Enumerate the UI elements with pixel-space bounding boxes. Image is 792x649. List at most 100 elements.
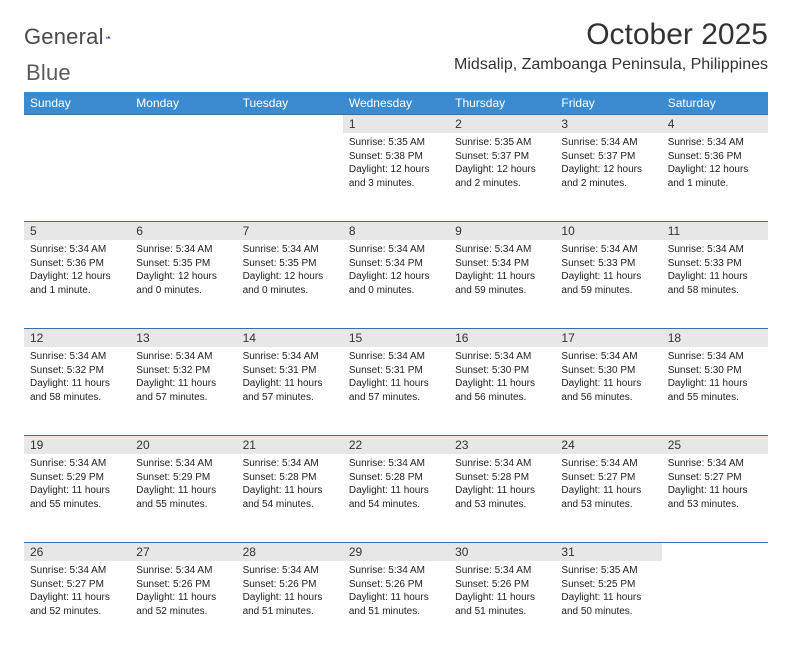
day-content: Sunrise: 5:34 AMSunset: 5:28 PMDaylight:… [237, 454, 343, 515]
day-cell [237, 133, 343, 221]
day-number: 30 [449, 542, 555, 561]
week-daynum-row: 567891011 [24, 221, 768, 240]
day-cell: Sunrise: 5:34 AMSunset: 5:32 PMDaylight:… [24, 347, 130, 435]
day-content: Sunrise: 5:34 AMSunset: 5:28 PMDaylight:… [343, 454, 449, 515]
day-content: Sunrise: 5:34 AMSunset: 5:32 PMDaylight:… [130, 347, 236, 408]
week-content-row: Sunrise: 5:34 AMSunset: 5:29 PMDaylight:… [24, 454, 768, 542]
day-number: 11 [662, 221, 768, 240]
dayhead-wed: Wednesday [343, 92, 449, 114]
day-cell: Sunrise: 5:34 AMSunset: 5:29 PMDaylight:… [24, 454, 130, 542]
day-number: 5 [24, 221, 130, 240]
day-number: 23 [449, 435, 555, 454]
day-number-empty [130, 114, 236, 133]
day-content: Sunrise: 5:34 AMSunset: 5:26 PMDaylight:… [449, 561, 555, 622]
day-content: Sunrise: 5:34 AMSunset: 5:26 PMDaylight:… [130, 561, 236, 622]
day-cell: Sunrise: 5:34 AMSunset: 5:36 PMDaylight:… [662, 133, 768, 221]
week-daynum-row: 12131415161718 [24, 328, 768, 347]
day-content: Sunrise: 5:34 AMSunset: 5:33 PMDaylight:… [662, 240, 768, 301]
week-daynum-row: 1234 [24, 114, 768, 133]
day-cell: Sunrise: 5:34 AMSunset: 5:31 PMDaylight:… [343, 347, 449, 435]
day-number: 18 [662, 328, 768, 347]
day-content: Sunrise: 5:34 AMSunset: 5:28 PMDaylight:… [449, 454, 555, 515]
day-cell: Sunrise: 5:34 AMSunset: 5:35 PMDaylight:… [130, 240, 236, 328]
day-content: Sunrise: 5:34 AMSunset: 5:35 PMDaylight:… [237, 240, 343, 301]
day-number: 22 [343, 435, 449, 454]
day-content: Sunrise: 5:34 AMSunset: 5:37 PMDaylight:… [555, 133, 661, 194]
day-content: Sunrise: 5:34 AMSunset: 5:30 PMDaylight:… [555, 347, 661, 408]
day-content: Sunrise: 5:34 AMSunset: 5:36 PMDaylight:… [24, 240, 130, 301]
day-cell: Sunrise: 5:34 AMSunset: 5:35 PMDaylight:… [237, 240, 343, 328]
day-number: 7 [237, 221, 343, 240]
day-number: 12 [24, 328, 130, 347]
day-cell: Sunrise: 5:34 AMSunset: 5:27 PMDaylight:… [24, 561, 130, 649]
day-cell: Sunrise: 5:34 AMSunset: 5:28 PMDaylight:… [237, 454, 343, 542]
day-content: Sunrise: 5:34 AMSunset: 5:26 PMDaylight:… [237, 561, 343, 622]
day-content: Sunrise: 5:34 AMSunset: 5:27 PMDaylight:… [662, 454, 768, 515]
day-number: 14 [237, 328, 343, 347]
dayhead-thu: Thursday [449, 92, 555, 114]
day-number: 27 [130, 542, 236, 561]
dayhead-tue: Tuesday [237, 92, 343, 114]
day-cell: Sunrise: 5:34 AMSunset: 5:27 PMDaylight:… [555, 454, 661, 542]
day-cell: Sunrise: 5:34 AMSunset: 5:28 PMDaylight:… [449, 454, 555, 542]
day-cell: Sunrise: 5:34 AMSunset: 5:37 PMDaylight:… [555, 133, 661, 221]
week-daynum-row: 262728293031 [24, 542, 768, 561]
day-cell: Sunrise: 5:34 AMSunset: 5:26 PMDaylight:… [130, 561, 236, 649]
brand-logo: General [24, 18, 134, 50]
day-content: Sunrise: 5:34 AMSunset: 5:29 PMDaylight:… [24, 454, 130, 515]
day-cell: Sunrise: 5:34 AMSunset: 5:26 PMDaylight:… [449, 561, 555, 649]
day-cell: Sunrise: 5:34 AMSunset: 5:32 PMDaylight:… [130, 347, 236, 435]
brand-text: General [24, 24, 104, 50]
day-cell: Sunrise: 5:34 AMSunset: 5:33 PMDaylight:… [555, 240, 661, 328]
day-content: Sunrise: 5:35 AMSunset: 5:25 PMDaylight:… [555, 561, 661, 622]
day-cell: Sunrise: 5:34 AMSunset: 5:34 PMDaylight:… [343, 240, 449, 328]
day-content: Sunrise: 5:34 AMSunset: 5:29 PMDaylight:… [130, 454, 236, 515]
day-number: 24 [555, 435, 661, 454]
day-number: 8 [343, 221, 449, 240]
day-content: Sunrise: 5:34 AMSunset: 5:31 PMDaylight:… [343, 347, 449, 408]
title-block: October 2025 Midsalip, Zamboanga Peninsu… [454, 18, 768, 80]
brand-word-1: General [24, 24, 104, 49]
day-cell [662, 561, 768, 649]
day-content: Sunrise: 5:34 AMSunset: 5:30 PMDaylight:… [662, 347, 768, 408]
day-cell: Sunrise: 5:34 AMSunset: 5:31 PMDaylight:… [237, 347, 343, 435]
brand-mark-icon [106, 28, 111, 46]
day-cell: Sunrise: 5:34 AMSunset: 5:30 PMDaylight:… [449, 347, 555, 435]
day-cell [24, 133, 130, 221]
day-cell: Sunrise: 5:34 AMSunset: 5:36 PMDaylight:… [24, 240, 130, 328]
day-content: Sunrise: 5:34 AMSunset: 5:26 PMDaylight:… [343, 561, 449, 622]
day-content: Sunrise: 5:35 AMSunset: 5:37 PMDaylight:… [449, 133, 555, 194]
dayhead-sun: Sunday [24, 92, 130, 114]
day-content: Sunrise: 5:34 AMSunset: 5:30 PMDaylight:… [449, 347, 555, 408]
day-number: 13 [130, 328, 236, 347]
day-number: 16 [449, 328, 555, 347]
day-number: 29 [343, 542, 449, 561]
day-number: 28 [237, 542, 343, 561]
day-number-empty [24, 114, 130, 133]
day-number: 26 [24, 542, 130, 561]
day-content: Sunrise: 5:34 AMSunset: 5:27 PMDaylight:… [555, 454, 661, 515]
day-number: 10 [555, 221, 661, 240]
day-cell: Sunrise: 5:35 AMSunset: 5:25 PMDaylight:… [555, 561, 661, 649]
calendar-page: General October 2025 Midsalip, Zamboanga… [0, 0, 792, 612]
calendar-body: 1234Sunrise: 5:35 AMSunset: 5:38 PMDayli… [24, 114, 768, 649]
day-cell: Sunrise: 5:34 AMSunset: 5:26 PMDaylight:… [343, 561, 449, 649]
week-content-row: Sunrise: 5:35 AMSunset: 5:38 PMDaylight:… [24, 133, 768, 221]
day-number: 21 [237, 435, 343, 454]
week-content-row: Sunrise: 5:34 AMSunset: 5:27 PMDaylight:… [24, 561, 768, 649]
week-daynum-row: 19202122232425 [24, 435, 768, 454]
day-cell [130, 133, 236, 221]
week-content-row: Sunrise: 5:34 AMSunset: 5:36 PMDaylight:… [24, 240, 768, 328]
day-content: Sunrise: 5:34 AMSunset: 5:31 PMDaylight:… [237, 347, 343, 408]
day-cell: Sunrise: 5:34 AMSunset: 5:30 PMDaylight:… [555, 347, 661, 435]
location-subtitle: Midsalip, Zamboanga Peninsula, Philippin… [454, 56, 768, 74]
day-cell: Sunrise: 5:34 AMSunset: 5:27 PMDaylight:… [662, 454, 768, 542]
month-title: October 2025 [454, 18, 768, 52]
day-content: Sunrise: 5:34 AMSunset: 5:36 PMDaylight:… [662, 133, 768, 194]
day-number: 25 [662, 435, 768, 454]
day-number: 31 [555, 542, 661, 561]
day-number-empty [662, 542, 768, 561]
day-number: 15 [343, 328, 449, 347]
day-number: 20 [130, 435, 236, 454]
day-number: 9 [449, 221, 555, 240]
